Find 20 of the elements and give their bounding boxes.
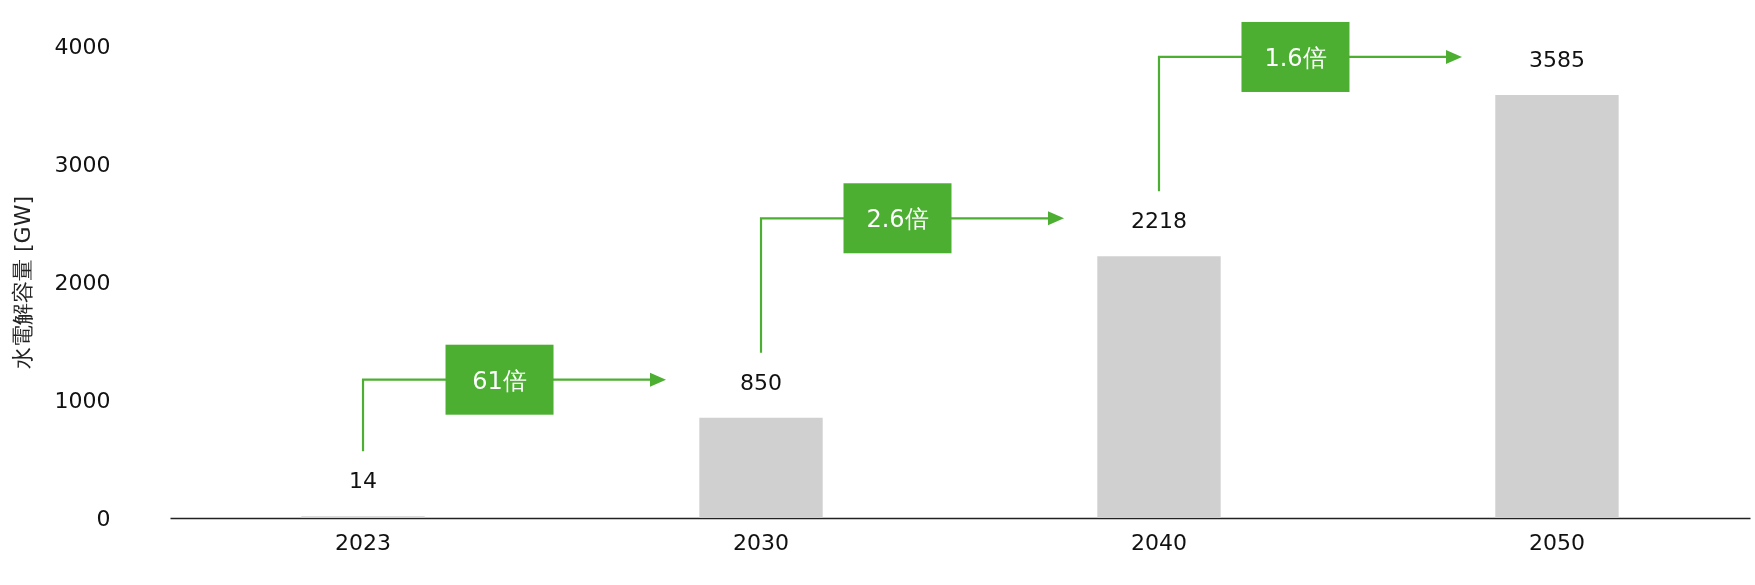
data-label: 2218 xyxy=(1130,208,1187,234)
data-label: 3585 xyxy=(1528,46,1585,72)
y-tick-label: 0 xyxy=(96,505,111,531)
y-tick-label: 1000 xyxy=(54,387,111,413)
y-axis-title: 水電解容量 [GW] xyxy=(9,196,35,369)
y-tick-label: 2000 xyxy=(54,269,111,295)
x-tick-label: 2023 xyxy=(335,529,392,555)
annotation: 61倍 xyxy=(472,366,527,395)
y-tick-label: 4000 xyxy=(54,33,111,59)
y-tick-label: 3000 xyxy=(54,151,111,177)
bar xyxy=(1097,256,1221,518)
annotation: 1.6倍 xyxy=(1264,43,1327,72)
data-label: 850 xyxy=(740,369,783,395)
data-label: 14 xyxy=(349,468,378,494)
bar xyxy=(699,417,823,518)
bar xyxy=(1495,94,1619,518)
x-tick-label: 2030 xyxy=(733,529,790,555)
annotation: 2.6倍 xyxy=(866,205,929,234)
x-tick-label: 2040 xyxy=(1130,529,1187,555)
x-tick-label: 2050 xyxy=(1528,529,1585,555)
